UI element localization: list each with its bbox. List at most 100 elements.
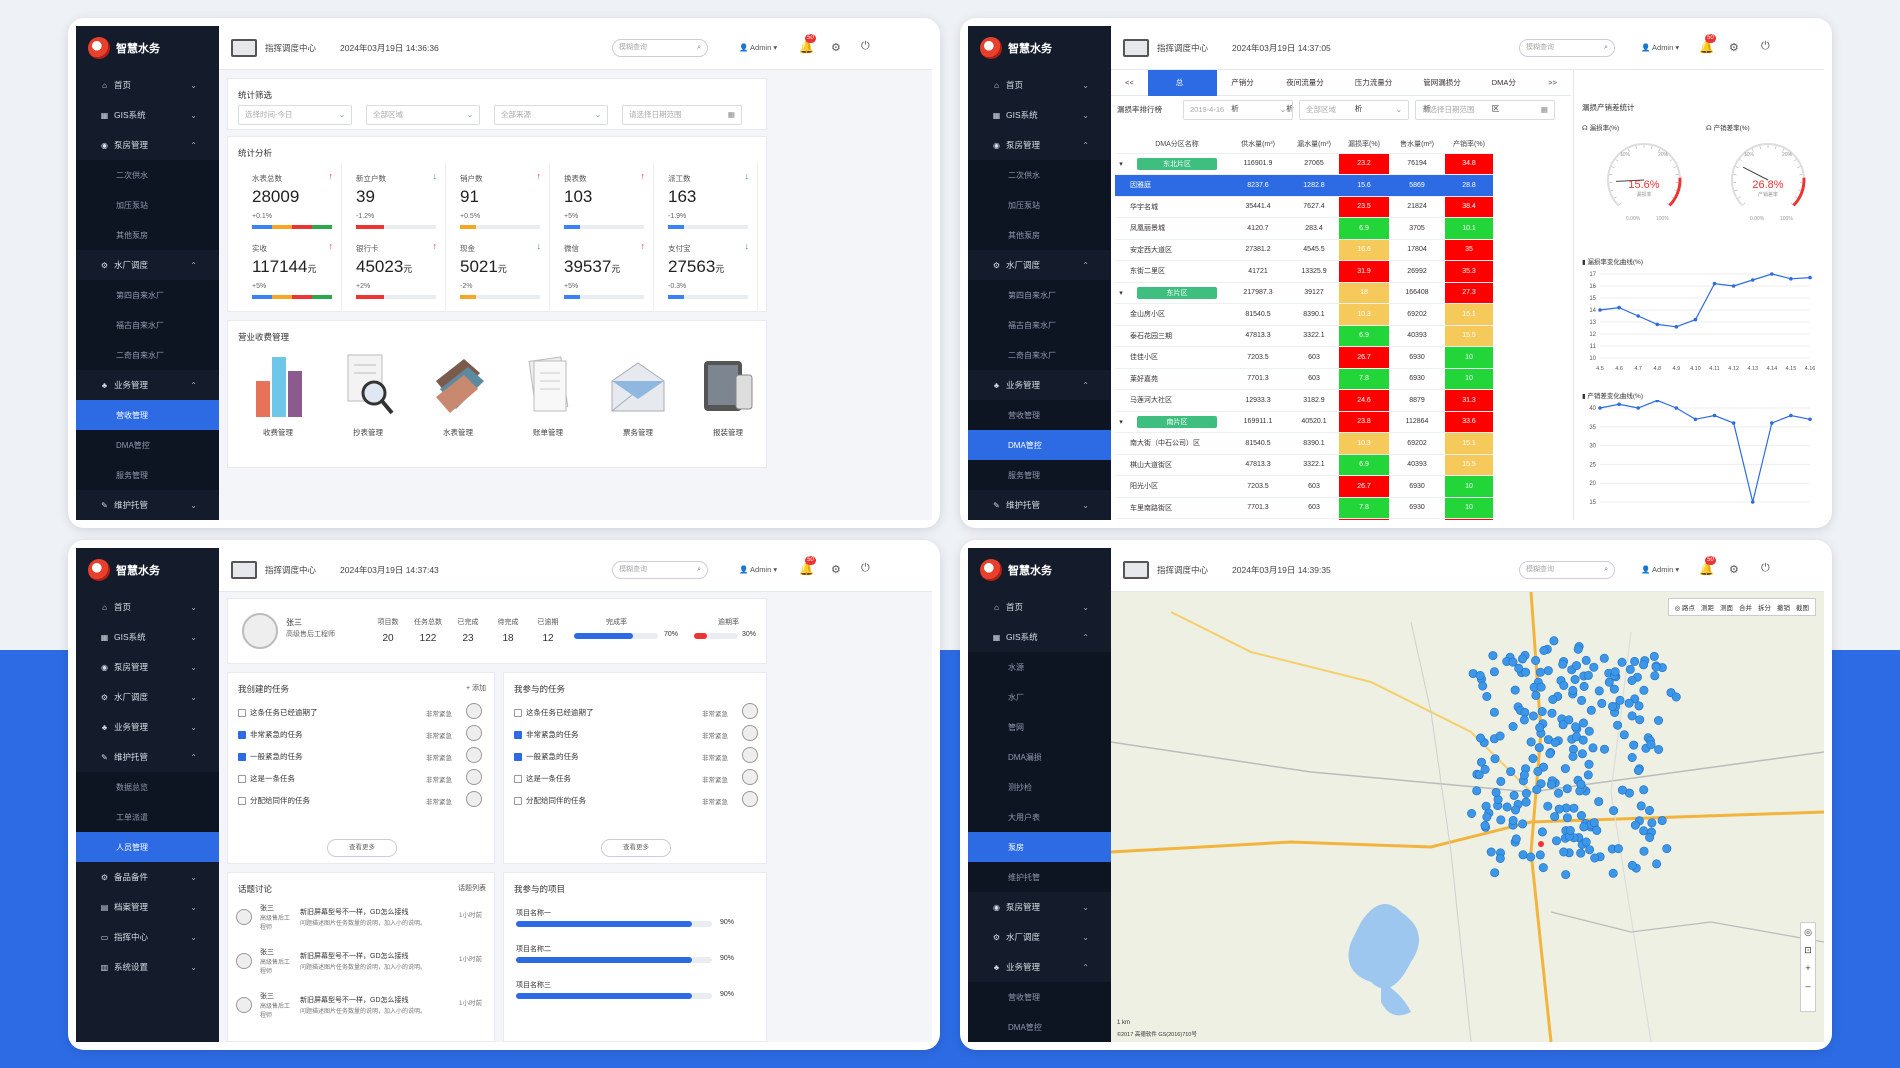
table-row[interactable]: ▾ 南片区 169911.1 40520.1 23.8 112864 33.6: [1115, 411, 1493, 433]
expand-icon[interactable]: ▾: [1115, 411, 1127, 433]
bell-icon[interactable]: 🔔 50: [1699, 556, 1716, 576]
menu-edit[interactable]: ✎ 维护托管 ⌃: [76, 742, 219, 772]
table-row[interactable]: 凤凰丽景城 4120.7 283.4 6.9 3705 10.1: [1115, 217, 1493, 240]
settings-gear-icon[interactable]: ⚙: [1729, 42, 1739, 54]
task-item[interactable]: 这条任务已经逾期了 非常紧急: [238, 703, 488, 719]
date-range-select[interactable]: 请选择日期范围 ▦: [1415, 100, 1555, 120]
expand-icon[interactable]: ▾: [1115, 153, 1127, 175]
table-row[interactable]: 莱好嘉苑 7701.3 603 7.8 6930 10: [1115, 368, 1493, 390]
table-row[interactable]: 马莲河大社区 12933.3 3182.9 24.6 8879 31.3: [1115, 389, 1493, 412]
submenu-item[interactable]: 服务管理: [76, 460, 219, 490]
table-row[interactable]: 东街二里区 41721 13325.9 31.9 26992 35.3: [1115, 260, 1493, 283]
user-menu[interactable]: 👤 Admin ▾: [739, 565, 778, 574]
task-item[interactable]: 这是一条任务 非常紧急: [238, 769, 488, 785]
menu-grid[interactable]: ▦ GIS系统 ⌄: [968, 100, 1111, 130]
submenu-item[interactable]: 第四自来水厂: [76, 280, 219, 310]
menu-home[interactable]: ⌂ 首页 ⌄: [968, 70, 1111, 100]
menu-cogs[interactable]: ⚙ 备品备件 ⌄: [76, 862, 219, 892]
menu-grid[interactable]: ▦ GIS系统 ⌃: [968, 622, 1111, 652]
module-meter-reading[interactable]: 抄表管理: [328, 351, 408, 438]
table-row[interactable]: 棋山大道街区 47813.3 3322.1 6.9 40393 15.5: [1115, 454, 1493, 476]
map-tool[interactable]: ◎ 路点: [1674, 605, 1695, 612]
table-row[interactable]: 车里南路街区 7701.3 603 7.8 6930 10: [1115, 497, 1493, 519]
table-row[interactable]: 安定西大道区 27381.2 4545.5 16.6 17804 35: [1115, 239, 1493, 261]
submenu-item[interactable]: 人员管理: [76, 832, 219, 862]
tab-2[interactable]: 产销分析: [1231, 77, 1254, 113]
task-checkbox[interactable]: [238, 730, 246, 739]
menu-sitemap[interactable]: ♣ 业务管理 ⌃: [968, 370, 1111, 400]
submenu-item[interactable]: 其他泵房: [968, 220, 1111, 250]
menu-gear[interactable]: ⚙ 水厂调度 ⌃: [968, 250, 1111, 280]
power-icon[interactable]: ⏻: [861, 40, 870, 52]
menu-gear[interactable]: ⚙ 水厂调度 ⌃: [76, 250, 219, 280]
date-select[interactable]: 2019-4-16 ⌄: [1183, 100, 1293, 120]
tab-5[interactable]: 管网漏损分析: [1423, 77, 1461, 113]
table-row[interactable]: 佳佳小区 7203.5 603 26.7 6930 10: [1115, 346, 1493, 369]
map-canvas[interactable]: [1111, 592, 1824, 1042]
task-checkbox[interactable]: [238, 774, 246, 783]
submenu-item[interactable]: 二奇自来水厂: [76, 340, 219, 370]
task-item[interactable]: 非常紧急的任务 非常紧急: [514, 725, 764, 741]
submenu-item[interactable]: 福古自来水厂: [76, 310, 219, 340]
filter-date-range[interactable]: 请选择日期范围 ▦: [622, 105, 742, 125]
task-checkbox[interactable]: [514, 730, 522, 739]
task-item[interactable]: 这是一条任务 非常紧急: [514, 769, 764, 785]
table-row[interactable]: 华宇名城 35441.4 7627.4 23.5 21824 38.4: [1115, 196, 1493, 218]
table-row[interactable]: 阳光小区 7203.5 603 26.7 6930 10: [1115, 475, 1493, 498]
filter-time[interactable]: 选择时间-今日 ⌄: [238, 105, 352, 125]
add-task-button[interactable]: + 添加: [465, 685, 486, 692]
tab-4[interactable]: 压力流量分析: [1354, 77, 1393, 113]
menu-sitemap[interactable]: ♣ 业务管理 ⌃: [968, 952, 1111, 982]
task-checkbox[interactable]: [514, 774, 522, 783]
menu-calendar[interactable]: ▥ 系统设置 ⌄: [76, 952, 219, 982]
expand-icon[interactable]: ▾: [1115, 282, 1127, 304]
menu-sitemap[interactable]: ♣ 业务管理 ⌄: [76, 712, 219, 742]
user-menu[interactable]: 👤 Admin ▾: [1641, 43, 1680, 52]
menu-monitor[interactable]: ▭ 指挥中心 ⌄: [76, 922, 219, 952]
submenu-item[interactable]: 其他泵房: [76, 220, 219, 250]
menu-home[interactable]: ⌂ 首页 ⌄: [76, 70, 219, 100]
submenu-item[interactable]: 服务管理: [968, 460, 1111, 490]
tab-7[interactable]: >>: [1548, 77, 1558, 87]
table-row[interactable]: 南大街（中石公司）区 81540.5 8390.1 10.3 69202 15.1: [1115, 432, 1493, 455]
project-item[interactable]: 项目名称一 90%: [516, 907, 756, 937]
menu-gear[interactable]: ⚙ 水厂调度 ⌄: [968, 922, 1111, 952]
project-item[interactable]: 项目名称二 90%: [516, 943, 756, 973]
map-tool[interactable]: 合并: [1739, 605, 1752, 612]
search-input[interactable]: 模糊查询 ⌕: [1519, 39, 1615, 57]
menu-home[interactable]: ⌂ 首页 ⌄: [76, 592, 219, 622]
table-row[interactable]: ▾ 东北片区 116901.9 27065 23.2 76194 34.8: [1115, 153, 1493, 175]
task-item[interactable]: 分配给同伴的任务 非常紧急: [238, 791, 488, 807]
submenu-item[interactable]: 营收管理: [76, 400, 219, 430]
submenu-item[interactable]: 水源: [968, 652, 1111, 682]
tab-0[interactable]: <<: [1125, 77, 1134, 87]
power-icon[interactable]: ⏻: [1761, 40, 1770, 52]
submenu-item[interactable]: 管网: [968, 712, 1111, 742]
menu-edit[interactable]: ✎ 维护托管 ⌄: [968, 490, 1111, 520]
tab-6[interactable]: DMA分区: [1491, 77, 1516, 113]
project-item[interactable]: 项目名称三 90%: [516, 979, 756, 1009]
map-tool[interactable]: 测面: [1720, 605, 1733, 612]
settings-gear-icon[interactable]: ⚙: [831, 564, 841, 576]
user-menu[interactable]: 👤 Admin ▾: [739, 43, 778, 52]
module-tickets[interactable]: 票务管理: [598, 351, 678, 438]
user-menu[interactable]: 👤 Admin ▾: [1641, 565, 1680, 574]
submenu-item[interactable]: 营收管理: [968, 982, 1111, 1012]
menu-grid[interactable]: ▦ GIS系统 ⌄: [76, 622, 219, 652]
tab-3[interactable]: 夜间流量分析: [1286, 77, 1324, 113]
task-item[interactable]: 这条任务已经逾期了 非常紧急: [514, 703, 764, 719]
filter-source[interactable]: 全部来源 ⌄: [494, 105, 608, 125]
task-checkbox[interactable]: [514, 796, 522, 805]
menu-pump[interactable]: ◉ 泵房管理 ⌄: [968, 892, 1111, 922]
table-row[interactable]: ▾ 东片区 217987.3 39127 18 166408 27.3: [1115, 282, 1493, 304]
submenu-item[interactable]: 数据总览: [76, 772, 219, 802]
menu-folder[interactable]: ▤ 档案管理 ⌄: [76, 892, 219, 922]
menu-pump[interactable]: ◉ 泵房管理 ⌃: [968, 130, 1111, 160]
bell-icon[interactable]: 🔔 50: [799, 34, 816, 54]
map-tool[interactable]: 截图: [1796, 605, 1809, 612]
task-item[interactable]: 分配给同伴的任务 非常紧急: [514, 791, 764, 807]
task-checkbox[interactable]: [514, 752, 522, 761]
topic-item[interactable]: 张三 高级售后工程师 新旧屏幕型号不一样，GD怎么接线 问题描述图片任务数量的说明，加…: [236, 903, 488, 943]
search-input[interactable]: 模糊查询 ⌕: [612, 39, 708, 57]
